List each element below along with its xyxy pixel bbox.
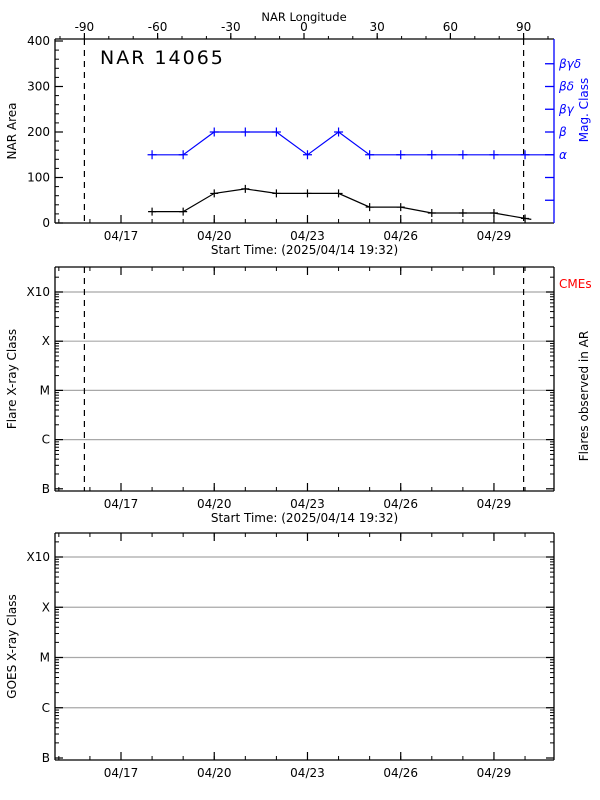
data-point-nar-area-04/21 <box>241 184 250 193</box>
x-tick-label: 04/29 <box>477 229 512 243</box>
data-point-nar-area-04/27 <box>427 208 436 217</box>
data-point-nar-area-04/24 <box>334 189 343 198</box>
data-point-mag-class-04/21 <box>240 127 250 137</box>
mag-tick-label-α: α <box>559 148 567 162</box>
data-point-mag-class-04/27 <box>427 150 437 160</box>
lon-tick-label: -30 <box>221 20 241 34</box>
x-tick-label: 04/23 <box>290 497 325 511</box>
y-tick-label-B: B <box>42 482 50 496</box>
y-axis-label: NAR Area <box>5 103 19 160</box>
y-tick-label: 200 <box>27 125 50 139</box>
x-tick-label: 04/23 <box>290 766 325 780</box>
data-point-nar-area-04/22 <box>272 189 281 198</box>
data-point-mag-class-04/20 <box>209 127 219 137</box>
data-point-nar-area-04/26 <box>396 203 405 212</box>
x-axis-title: Start Time: (2025/04/14 19:32) <box>211 511 398 525</box>
y-tick-label-X: X <box>42 600 50 614</box>
data-point-mag-class-04/29 <box>489 150 499 160</box>
data-point-nar-area-04/28 <box>458 208 467 217</box>
y-tick-label-B: B <box>42 751 50 765</box>
data-point-nar-area-04/19 <box>179 207 188 216</box>
flares-observed-label: Flares observed in AR <box>577 331 591 461</box>
x-tick-label: 04/17 <box>104 766 139 780</box>
x-tick-label: 04/20 <box>197 229 232 243</box>
y-tick-label-C: C <box>42 701 50 715</box>
x-tick-label: 04/23 <box>290 229 325 243</box>
x-tick-label: 04/26 <box>383 766 418 780</box>
x-tick-label: 04/29 <box>477 497 512 511</box>
y-tick-label-X10: X10 <box>27 285 51 299</box>
data-point-mag-class-04/18 <box>147 150 157 160</box>
x-tick-label: 04/17 <box>104 229 139 243</box>
data-point-mag-class-04/25 <box>365 150 375 160</box>
data-point-nar-area-04/20 <box>210 189 219 198</box>
lon-tick-label: 60 <box>443 20 458 34</box>
y-tick-label: 300 <box>27 80 50 94</box>
cmes-label: CMEs <box>559 277 592 291</box>
data-point-mag-class-04/19 <box>178 150 188 160</box>
data-point-nar-area-04/18 <box>148 207 157 216</box>
lon-tick-label: 30 <box>370 20 385 34</box>
lon-tick-label: -60 <box>148 20 168 34</box>
y-tick-label: 0 <box>42 216 50 230</box>
x-tick-label: 04/20 <box>197 766 232 780</box>
panel-title: NAR 14065 <box>100 47 225 69</box>
x-tick-label: 04/26 <box>383 497 418 511</box>
mag-tick-label-β: β <box>558 125 567 139</box>
x-tick-label: 04/17 <box>104 497 139 511</box>
mag-tick-label-βγ: βγ <box>558 102 575 116</box>
lon-tick-label: -90 <box>75 20 95 34</box>
data-point-mag-class-04/26 <box>396 150 406 160</box>
data-point-nar-area-04/23 <box>303 189 312 198</box>
data-point-mag-class-04/30 <box>520 150 530 160</box>
top-axis-label: NAR Longitude <box>261 10 346 24</box>
y-tick-label-C: C <box>42 433 50 447</box>
y-axis-label: GOES X-ray Class <box>5 594 19 698</box>
data-point-mag-class-04/28 <box>458 150 468 160</box>
series-line-mag-class <box>152 131 554 156</box>
x-tick-label: 04/29 <box>477 766 512 780</box>
right-axis-label: Mag. Class <box>577 78 591 143</box>
y-tick-label-X10: X10 <box>27 550 51 564</box>
y-tick-label-M: M <box>40 651 50 665</box>
series-line-nar-area <box>152 188 532 220</box>
data-point-nar-area-04/25 <box>365 203 374 212</box>
y-axis-label: Flare X-ray Class <box>5 329 19 429</box>
x-tick-label: 04/20 <box>197 497 232 511</box>
lon-tick-label: 0 <box>300 20 308 34</box>
x-axis-title: Start Time: (2025/04/14 19:32) <box>211 243 398 257</box>
y-tick-label-M: M <box>40 383 50 397</box>
x-tick-label: 04/26 <box>383 229 418 243</box>
data-point-mag-class-04/24 <box>334 127 344 137</box>
mag-tick-label-βδ: βδ <box>558 80 574 94</box>
y-tick-label: 100 <box>27 171 50 185</box>
y-tick-label: 400 <box>27 34 50 48</box>
data-point-mag-class-04/22 <box>271 127 281 137</box>
mag-tick-label-βγδ: βγδ <box>558 57 581 71</box>
y-tick-label-X: X <box>42 334 50 348</box>
lon-tick-label: 90 <box>516 20 531 34</box>
data-point-mag-class-04/23 <box>302 150 312 160</box>
